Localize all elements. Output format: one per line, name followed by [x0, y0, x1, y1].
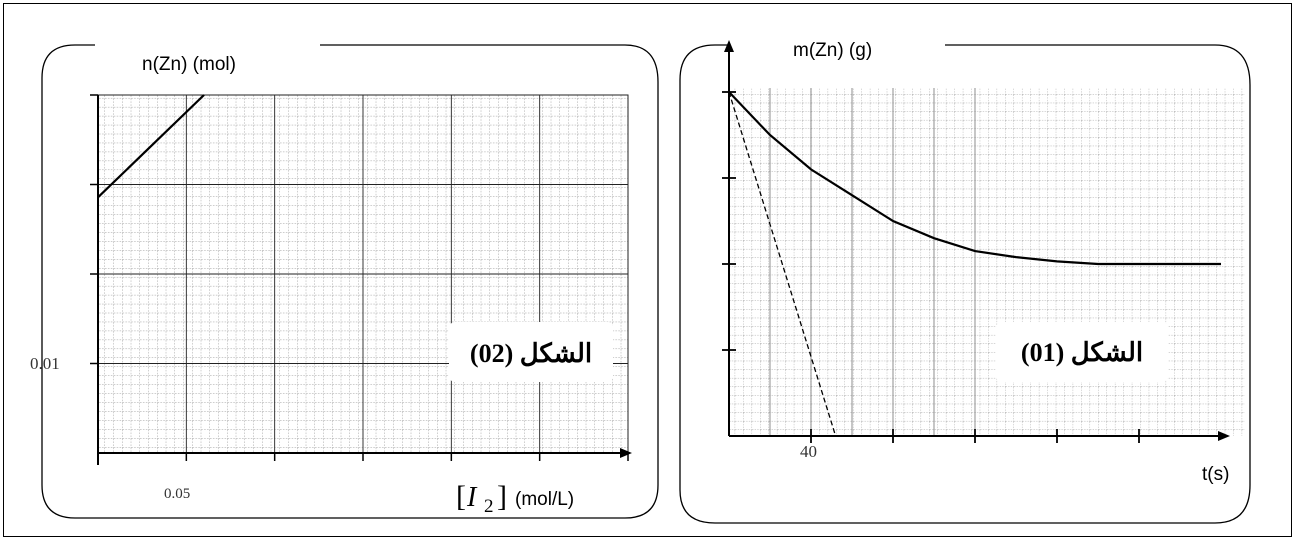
left-y-tick-label: 0.01: [30, 354, 60, 373]
right-x-axis-label: t(s): [1202, 464, 1229, 485]
right-y-arrow: [724, 40, 734, 52]
left-y-axis-label: n(Zn) (mol): [142, 54, 236, 75]
right-x-tick-label: 40: [800, 442, 817, 461]
left-x-tick-label: 0.05: [164, 486, 190, 502]
right-tangent-line: [728, 91, 837, 437]
right-major-grid: [769, 88, 976, 436]
left-x-arrow: [620, 448, 632, 458]
left-badge-box: [449, 322, 613, 382]
right-figure-badge: الشكل (01): [1021, 338, 1143, 367]
right-badge-box: [996, 322, 1168, 382]
left-figure-badge: الشكل (02): [470, 339, 592, 368]
right-frame: [679, 44, 1251, 524]
svg-text:]: ]: [497, 480, 507, 513]
left-x-axis-var: I: [466, 482, 478, 513]
right-ticks: [722, 91, 1140, 443]
left-x-axis-unit: (mol/L): [515, 489, 574, 510]
left-ticks: [90, 94, 629, 461]
right-grid-fine: [729, 88, 1245, 436]
left-x-axis-label: [ I 2 ] (mol/L): [456, 480, 574, 517]
right-x-arrow: [1218, 431, 1230, 441]
left-frame: [41, 44, 659, 519]
outer-frame: [3, 3, 1292, 537]
left-series-line: [97, 94, 205, 199]
right-y-axis-label: m(Zn) (g): [793, 40, 872, 61]
figure-02-panel: n(Zn) (mol) 0.01 0.05 [ I 2 ] (mol/L) ال…: [30, 44, 659, 519]
figure-01-panel: m(Zn) (g) t(s) 40 الشكل (01): [679, 40, 1251, 524]
right-series-curve: [728, 91, 1221, 266]
svg-text:[: [: [456, 480, 466, 513]
left-x-axis-sub: 2: [484, 496, 494, 517]
